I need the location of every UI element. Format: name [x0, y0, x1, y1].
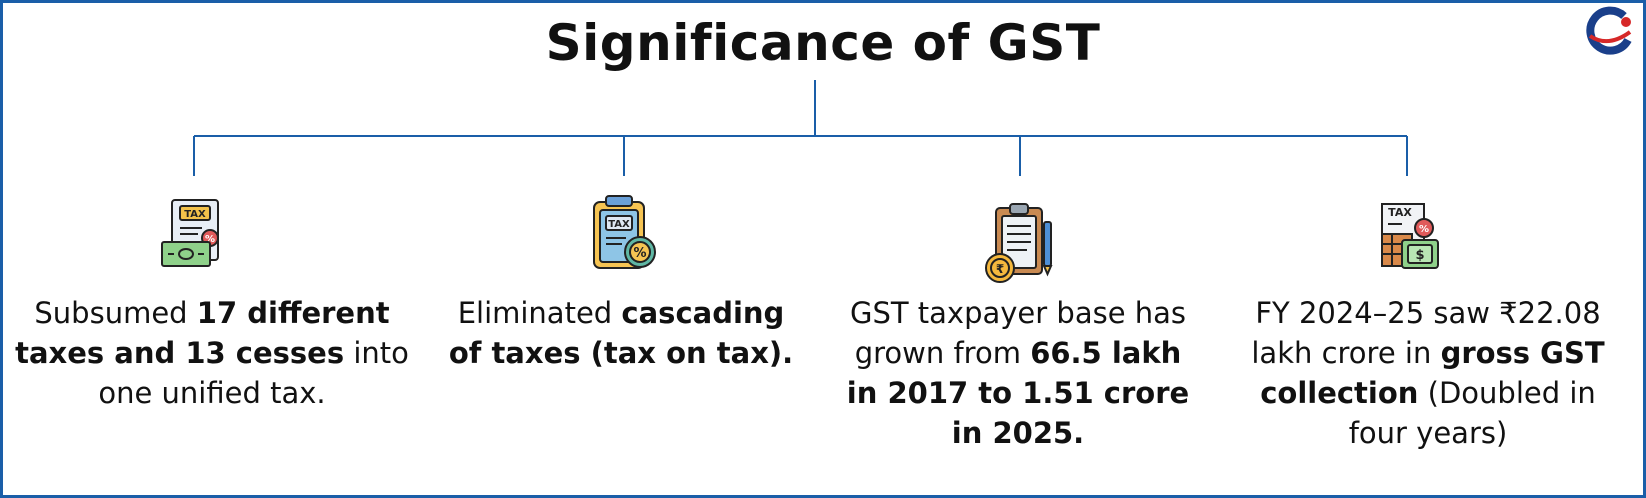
item-card-2: Eliminated cascading of taxes (tax on ta… — [448, 293, 794, 373]
brand-globe-logo-icon — [1586, 6, 1632, 55]
item-card-3: GST taxpayer base has grown from 66.5 la… — [840, 293, 1196, 453]
tax-document-money-icon: TAX % — [161, 199, 219, 267]
tax-receipt-dollar-icon: TAX % $ — [1381, 203, 1439, 269]
svg-text:$: $ — [1415, 248, 1424, 263]
item-4-text-b: gross GST collection — [1260, 336, 1605, 410]
item-2-text-b: cascading of taxes (tax on tax). — [448, 296, 794, 370]
page-title: Significance of GST — [545, 14, 1101, 72]
item-1-text-a: Subsumed — [34, 296, 197, 330]
svg-text:%: % — [633, 246, 646, 261]
item-card-4: FY 2024–25 saw ₹22.08 lakh crore in gros… — [1228, 293, 1628, 453]
item-2-text-a: Eliminated — [457, 296, 622, 330]
svg-text:TAX: TAX — [608, 219, 630, 230]
svg-text:TAX: TAX — [184, 209, 206, 220]
svg-text:TAX: TAX — [1388, 206, 1412, 219]
item-4-text-c: (Doubled in four years) — [1348, 376, 1596, 450]
item-1-text-c: into one unified tax. — [98, 336, 409, 410]
svg-text:%: % — [205, 234, 215, 245]
item-1-text-b: 17 different taxes and 13 cesses — [15, 296, 390, 370]
item-3-text-a: GST taxpayer base has grown from — [849, 296, 1187, 370]
item-3-text-b: 66.5 lakh in 2017 to 1.51 crore in 2025. — [846, 336, 1190, 450]
clipboard-pen-rupee-coin-icon: ₹ — [985, 203, 1053, 283]
svg-text:%: % — [1419, 224, 1429, 235]
tax-clipboard-percent-icon: TAX % — [593, 195, 656, 269]
item-4-text-a: FY 2024–25 saw ₹22.08 lakh crore in — [1251, 296, 1601, 370]
item-card-1: Subsumed 17 different taxes and 13 cesse… — [12, 293, 412, 413]
svg-text:₹: ₹ — [996, 262, 1004, 276]
